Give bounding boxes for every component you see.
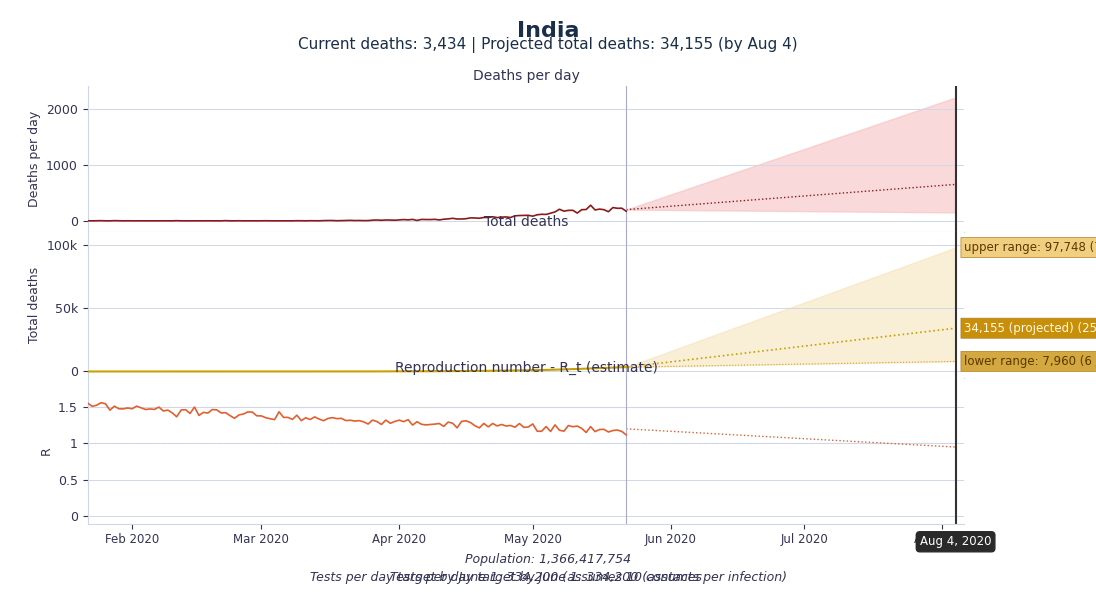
Text: Population: 1,366,417,754: Population: 1,366,417,754 [465, 553, 631, 566]
Y-axis label: R: R [39, 446, 53, 455]
Text: 34,155 (projected) (25 / 1m): 34,155 (projected) (25 / 1m) [964, 322, 1096, 335]
Y-axis label: Total deaths: Total deaths [28, 267, 42, 343]
Text: Aug 4, 2020: Aug 4, 2020 [920, 536, 991, 548]
Text: India: India [516, 21, 580, 41]
Text: Reproduction number - R_t (estimate): Reproduction number - R_t (estimate) [395, 361, 658, 375]
Text: Deaths per day: Deaths per day [472, 70, 580, 83]
Text: Total deaths: Total deaths [484, 215, 568, 229]
Text: lower range: 7,960 (6 / 1m): lower range: 7,960 (6 / 1m) [964, 355, 1096, 368]
Text: upper range: 97,748 (72 / 1m): upper range: 97,748 (72 / 1m) [964, 241, 1096, 254]
Y-axis label: Deaths per day: Deaths per day [27, 111, 41, 207]
Text: Tests per day target by June 1: 334,200 (assumes 10 contacts per infection): Tests per day target by June 1: 334,200 … [309, 571, 787, 584]
Text: Current deaths: 3,434 | Projected total deaths: 34,155 (by Aug 4): Current deaths: 3,434 | Projected total … [298, 37, 798, 52]
Text: Tests per day target by June 1: 334,200 (assumes: Tests per day target by June 1: 334,200 … [390, 571, 706, 584]
